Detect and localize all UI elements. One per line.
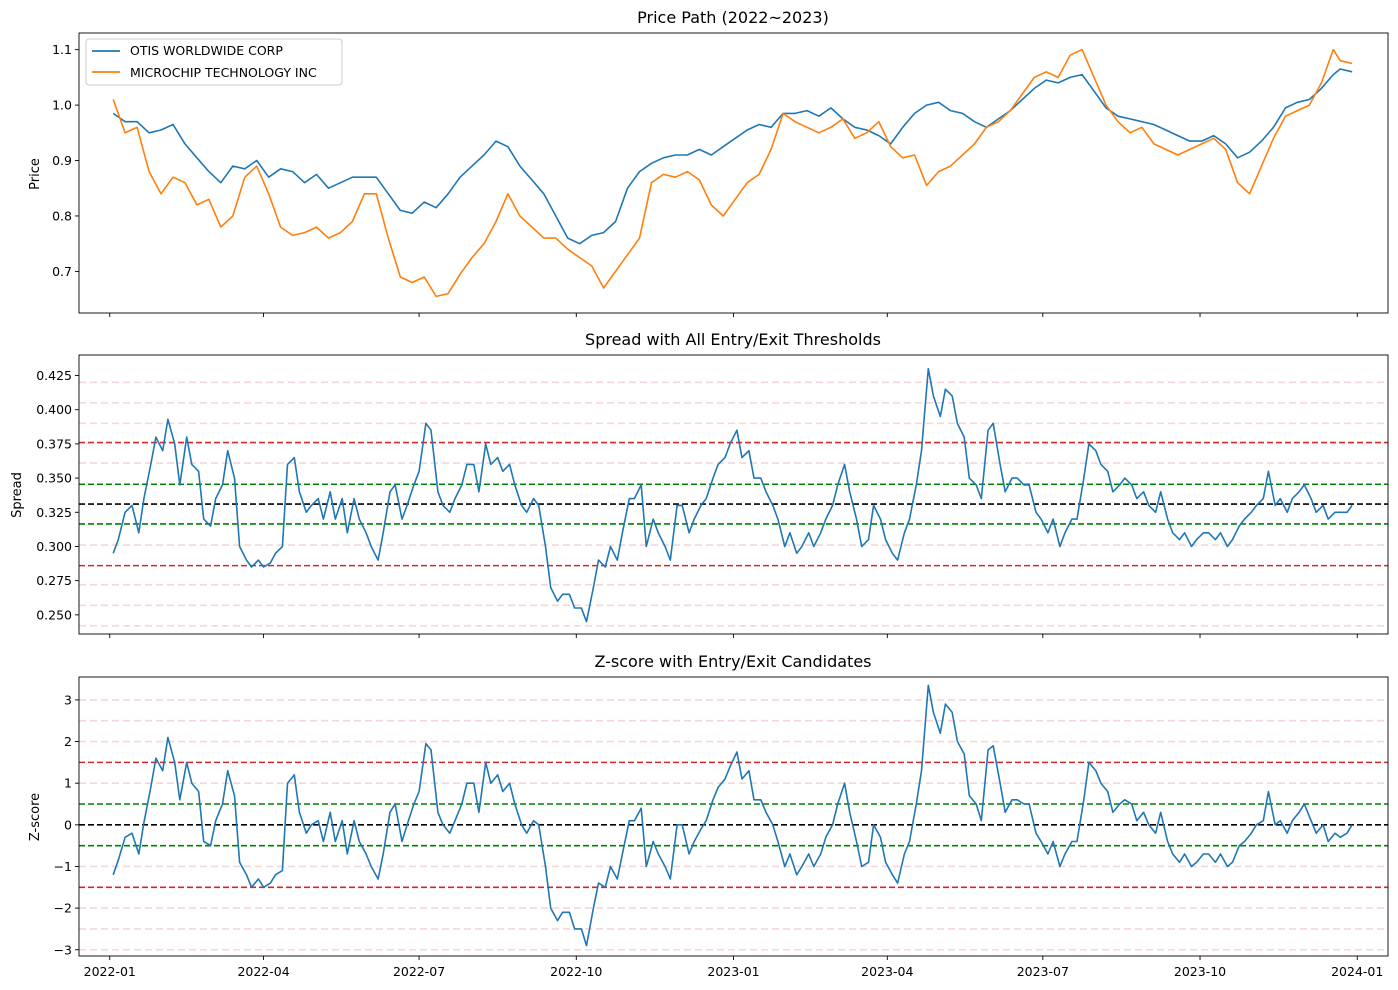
zscore-title: Z-score with Entry/Exit Candidates [594,652,871,671]
y-tick-label: −2 [54,901,72,916]
series-line-1 [112,48,1353,298]
spread-reference-lines [79,381,1388,627]
price-y-ticks: 0.7 0.8 0.9 1.0 1.1 [52,42,79,279]
zscore-panel: Z-score with Entry/Exit Candidates Z-sco… [28,652,1389,979]
y-tick-label: 0.250 [36,607,72,622]
y-tick-label: 0.7 [52,264,72,279]
zscore-x-ticks: 2022-01 2022-04 2022-07 2022-10 2023-01 2023-… [84,956,1383,979]
series-line-0 [112,68,1353,245]
legend-box [85,38,343,86]
x-tick-label: 2022-07 [393,964,445,979]
y-tick-label: 0.300 [36,539,72,554]
x-tick-label: 2024-01 [1331,964,1383,979]
spread-series-lines [112,367,1353,623]
legend-label-otis: OTIS WORLDWIDE CORP [130,43,283,58]
zscore-y-ticks: −3 −2 −1 0 1 2 3 [54,692,79,957]
price-ylabel: Price [28,158,43,190]
x-tick-label: 2023-01 [707,964,759,979]
y-tick-label: 3 [64,692,72,707]
spread-ylabel: Spread [10,472,25,518]
zscore-axes-frame [78,676,1389,957]
y-tick-label: −1 [54,859,72,874]
price-series-lines [112,48,1353,298]
y-tick-label: 1.0 [52,98,72,113]
series-line-0 [112,684,1353,947]
y-tick-label: 0 [64,817,72,832]
y-tick-label: 0.400 [36,402,72,417]
y-tick-label: 0.9 [52,153,72,168]
spread-title: Spread with All Entry/Exit Thresholds [585,330,881,349]
x-tick-label: 2022-01 [84,964,136,979]
y-tick-label: 0.350 [36,471,72,486]
y-tick-label: 0.375 [36,436,72,451]
y-tick-label: 0.425 [36,368,72,383]
legend-label-mchp: MICROCHIP TECHNOLOGY INC [130,65,317,80]
y-tick-label: 0.275 [36,573,72,588]
spread-axes-frame [78,354,1389,635]
price-axes-frame [78,32,1389,314]
price-legend: OTIS WORLDWIDE CORP MICROCHIP TECHNOLOGY… [85,38,343,86]
spread-x-ticks [109,634,1358,638]
zscore-reference-lines [79,699,1388,951]
zscore-series-lines [112,684,1353,947]
x-tick-label: 2023-10 [1174,964,1226,979]
x-tick-label: 2023-04 [861,964,913,979]
y-tick-label: −3 [54,942,72,957]
price-title: Price Path (2022~2023) [637,8,829,27]
y-tick-label: 0.325 [36,505,72,520]
y-tick-label: 1.1 [52,42,72,57]
x-tick-label: 2022-04 [237,964,289,979]
y-tick-label: 2 [64,734,72,749]
y-tick-label: 0.8 [52,208,72,223]
spread-y-ticks: 0.250 0.275 0.300 0.325 0.350 0.375 0.400 0.425 [36,368,79,622]
price-x-ticks [109,313,1358,317]
series-line-0 [112,367,1353,623]
x-tick-label: 2022-10 [550,964,602,979]
price-panel: Price Path (2022~2023) Price 0.7 0.8 0.9 1.… [28,8,1389,317]
y-tick-label: 1 [64,776,72,791]
zscore-ylabel: Z-score [28,793,43,841]
spread-panel: Spread with All Entry/Exit Thresholds Sp… [10,330,1389,638]
x-tick-label: 2023-07 [1017,964,1069,979]
